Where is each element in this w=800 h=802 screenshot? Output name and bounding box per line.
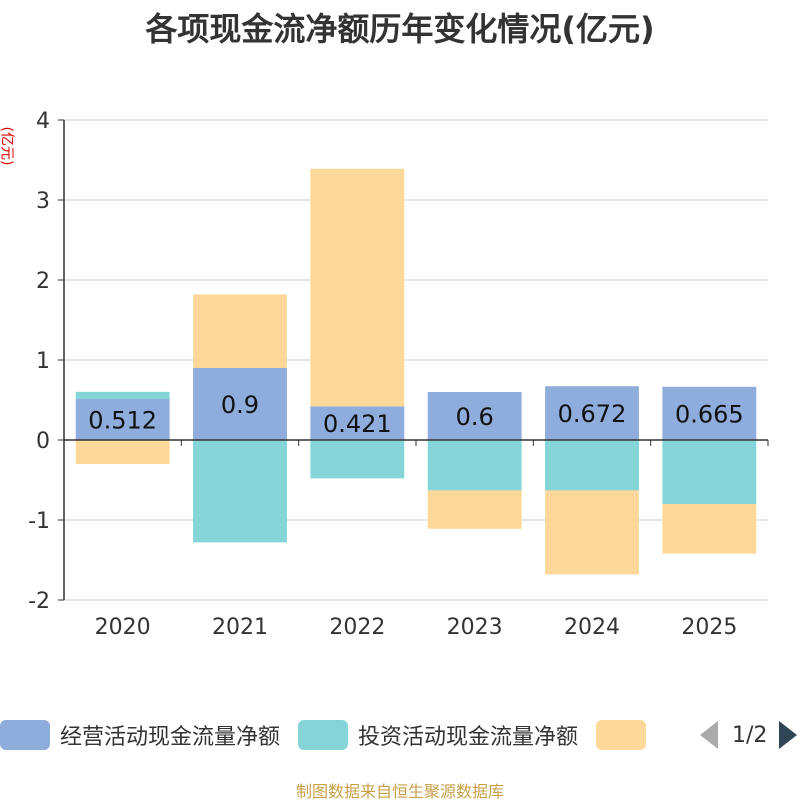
legend-label-investing: 投资活动现金流量净额 [358,725,579,750]
bar-2021-series-0[interactable] [193,368,287,440]
x-tick-label-2024: 2024 [564,615,620,640]
bar-2021-series-1[interactable] [193,440,287,543]
data-label-2025: 0.665 [675,400,744,428]
data-source-note: 制图数据来自恒生聚源数据库 [295,782,504,801]
bar-2023-series-0[interactable] [427,392,522,440]
x-tick-label-2020: 2020 [95,615,151,640]
x-tick-label-2022: 2022 [329,615,385,640]
legend-label-operating: 经营活动现金流量净额 [60,725,281,750]
legend-item-financing[interactable] [596,720,656,750]
bar-2024-series-2[interactable] [545,490,639,575]
legend-page-indicator: 1/2 [732,722,768,748]
data-labels: 0.512 0.9 0.421 0.6 0.672 0.665 [88,391,743,438]
bar-2023-series-1[interactable] [427,440,522,491]
y-tick-label: 0 [36,429,50,454]
data-label-2023: 0.6 [456,403,494,431]
bar-2024-series-1[interactable] [545,440,639,491]
bar-2023-series-2[interactable] [427,490,522,529]
legend-swatch-financing [596,720,647,750]
y-tick-label: 4 [36,109,50,134]
legend-prev-page-icon[interactable] [700,721,718,749]
legend-swatch-investing [298,720,349,750]
legend-item-investing[interactable]: 投资活动现金流量净额 [298,719,578,751]
y-tick-label: -2 [28,589,50,614]
bars [75,168,757,575]
bar-2022-series-2[interactable] [310,168,405,407]
bar-2020-series-2[interactable] [75,440,170,464]
y-tick-label: -1 [28,509,50,534]
legend-swatch-operating [0,720,50,750]
data-label-2020: 0.512 [88,407,157,435]
bar-2025-series-2[interactable] [662,504,757,554]
chart-title: 各项现金流净额历年变化情况(亿元) [145,10,655,48]
bar-2025-series-0[interactable] [662,386,757,440]
bar-2022-series-0[interactable] [310,406,405,440]
legend-pager: 1/2 [700,720,798,750]
bar-2020-series-0[interactable] [75,399,170,440]
x-tick-label-2023: 2023 [447,615,503,640]
legend-next-page-icon[interactable] [779,721,798,749]
x-tick-label-2025: 2025 [681,615,737,640]
x-tick-label-2021: 2021 [212,615,268,640]
data-label-2021: 0.9 [221,391,259,419]
data-label-2024: 0.672 [558,400,627,428]
y-tick-label: 2 [36,269,50,294]
legend: 经营活动现金流量净额 投资活动现金流量净额 [0,718,674,752]
y-tick-label: 3 [36,189,50,214]
axes: -2 -1 0 1 2 3 4 2020 2021 2022 2023 2024 2025 [28,109,769,640]
bar-2020-series-1[interactable] [75,391,170,400]
data-label-2022: 0.421 [323,410,392,438]
y-tick-label: 1 [36,349,50,374]
bar-2022-series-1[interactable] [310,440,405,479]
legend-item-operating[interactable]: 经营活动现金流量净额 [0,719,280,751]
bar-2025-series-1[interactable] [662,440,757,504]
bar-2024-series-0[interactable] [545,386,639,440]
bar-2021-series-2[interactable] [193,294,287,368]
